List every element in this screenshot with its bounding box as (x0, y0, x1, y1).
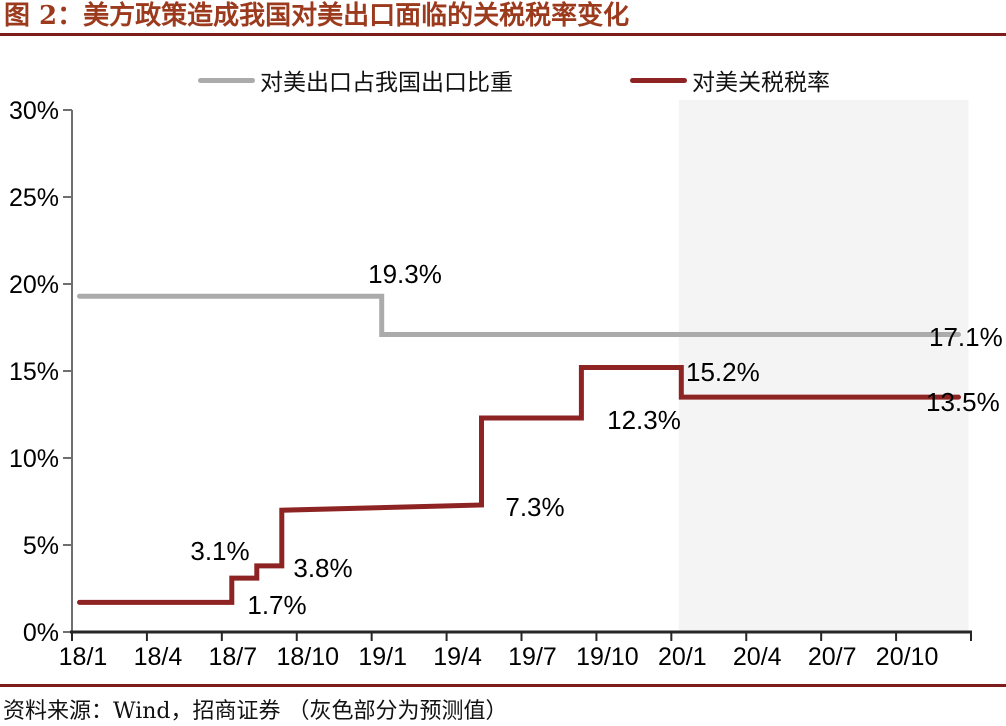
data-label: 1.7% (247, 590, 306, 620)
footer-divider (0, 684, 1006, 687)
data-label: 15.2% (686, 357, 760, 387)
data-labels: 19.3% 3.1% 1.7% 3.8% 7.3% 12.3%15.2% 17.1% 13.5… (190, 259, 1002, 620)
x-axis (70, 630, 972, 641)
x-tick-label: 18/1 (59, 643, 108, 671)
x-tick-label: 19/4 (433, 643, 482, 671)
legend-label-tariff-rate: 对美关税税率 (692, 70, 830, 96)
y-tick-label: 25% (9, 184, 59, 212)
data-label: 13.5% (926, 387, 1000, 417)
forecast-band (678, 100, 969, 633)
data-label: 7.3% (505, 492, 564, 522)
x-axis-labels: 18/1 18/4 18/7 18/10 19/1 19/4 19/7 19/10 20/1 20… (59, 643, 939, 671)
title-divider (0, 33, 1006, 36)
x-tick-label: 20/7 (808, 643, 857, 671)
legend-label-export-share: 对美出口占我国出口比重 (260, 70, 513, 96)
series-line-export-share (77, 293, 961, 337)
y-axis-labels: 30% 25% 20% 15% 10% 5% 0% (9, 97, 59, 647)
y-axis (63, 109, 73, 633)
y-tick-label: 30% (9, 97, 59, 125)
figure-title: 图 2：美方政策造成我国对美出口面临的关税税率变化 (4, 1, 630, 31)
y-tick-label: 0% (23, 619, 59, 647)
x-tick-label: 20/1 (658, 643, 707, 671)
data-label: 19.3% (368, 259, 442, 289)
y-tick-label: 5% (23, 532, 59, 560)
x-tick-label: 19/7 (508, 643, 557, 671)
data-label: 3.1% (190, 536, 249, 566)
x-tick-label: 18/4 (134, 643, 183, 671)
data-label: 12.3% (607, 405, 681, 435)
legend-item-tariff-rate: 对美关税税率 (630, 66, 830, 96)
x-tick-label: 19/1 (358, 643, 407, 671)
y-tick-label: 15% (9, 358, 59, 386)
legend-swatch-gray (198, 77, 255, 83)
x-tick-label: 18/10 (276, 643, 339, 671)
y-tick-label: 20% (9, 271, 59, 299)
data-label: 17.1% (929, 322, 1003, 352)
legend-item-export-share: 对美出口占我国出口比重 (198, 66, 513, 96)
x-tick-label: 20/10 (876, 643, 939, 671)
x-tick-label: 20/4 (733, 643, 782, 671)
x-tick-label: 18/7 (208, 643, 257, 671)
x-tick-label: 19/10 (576, 643, 639, 671)
chart-canvas: 30% 25% 20% 15% 10% 5% 0%18/1 18/4 18/7 18/10 19/1… (9, 97, 1003, 671)
series-line-tariff-rate (77, 365, 961, 605)
y-tick-label: 10% (9, 445, 59, 473)
data-label: 3.8% (293, 553, 352, 583)
legend-swatch-red (630, 77, 687, 83)
source-note: 资料来源：Wind，招商证券 （灰色部分为预测值） (3, 699, 508, 724)
